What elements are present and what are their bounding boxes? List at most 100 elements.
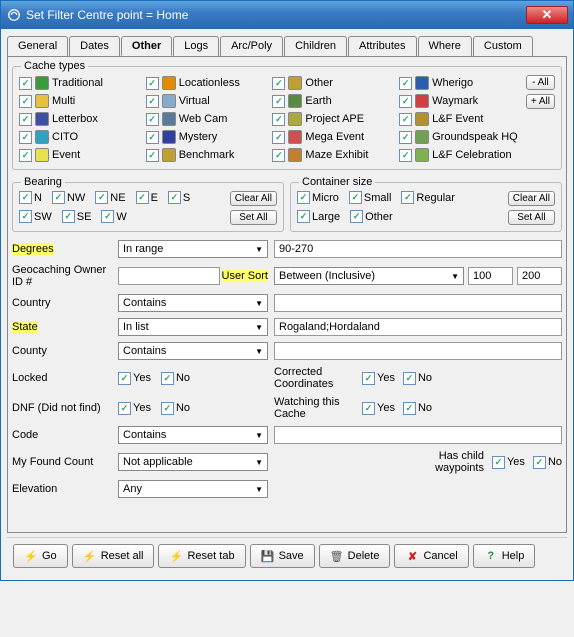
cache-type-letterbox[interactable]: Letterbox (19, 111, 142, 127)
cache-type-mystery[interactable]: Mystery (146, 129, 269, 145)
checkbox[interactable] (19, 131, 32, 144)
code-input[interactable] (274, 426, 562, 444)
plus-all-button[interactable]: + All (526, 94, 555, 109)
reset-all-button[interactable]: ⚡Reset all (72, 544, 155, 568)
size-regular[interactable]: Regular (401, 191, 455, 204)
checkbox[interactable] (272, 113, 285, 126)
cancel-button[interactable]: ✘Cancel (394, 544, 468, 568)
checkbox[interactable] (95, 191, 108, 204)
elevation-mode-select[interactable]: Any▼ (118, 480, 268, 498)
owner-id-input[interactable] (118, 267, 220, 285)
checkbox[interactable] (19, 210, 32, 223)
bearing-sw[interactable]: SW (19, 210, 52, 223)
checkbox[interactable] (297, 191, 310, 204)
size-small[interactable]: Small (349, 191, 392, 204)
tab-attributes[interactable]: Attributes (348, 36, 416, 56)
county-input[interactable] (274, 342, 562, 360)
code-mode-select[interactable]: Contains▼ (118, 426, 268, 444)
country-input[interactable] (274, 294, 562, 312)
cache-type-virtual[interactable]: Virtual (146, 93, 269, 109)
cache-type-l-f-event[interactable]: L&F Event (399, 111, 522, 127)
watching-no-checkbox[interactable] (403, 402, 416, 415)
tab-dates[interactable]: Dates (69, 36, 120, 56)
watching-yes-checkbox[interactable] (362, 402, 375, 415)
dnf-yes-checkbox[interactable] (118, 402, 131, 415)
checkbox[interactable] (101, 210, 114, 223)
tab-arc/poly[interactable]: Arc/Poly (220, 36, 283, 56)
owner-mode-select[interactable]: Between (Inclusive)▼ (274, 267, 464, 285)
checkbox[interactable] (146, 131, 159, 144)
degrees-input[interactable]: 90-270 (274, 240, 562, 258)
cache-type-locationless[interactable]: Locationless (146, 75, 269, 91)
owner-v1-input[interactable]: 100 (468, 267, 513, 285)
bearing-se[interactable]: SE (62, 210, 92, 223)
size-micro[interactable]: Micro (297, 191, 339, 204)
tab-other[interactable]: Other (121, 36, 172, 56)
checkbox[interactable] (62, 210, 75, 223)
checkbox[interactable] (297, 210, 310, 223)
checkbox[interactable] (136, 191, 149, 204)
cache-type-l-f-celebration[interactable]: L&F Celebration (399, 147, 522, 163)
size-other[interactable]: Other (350, 210, 393, 223)
bearing-ne[interactable]: NE (95, 191, 125, 204)
bearing-clear-button[interactable]: Clear All (230, 191, 277, 206)
cache-type-multi[interactable]: Multi (19, 93, 142, 109)
checkbox[interactable] (401, 191, 414, 204)
checkbox[interactable] (146, 77, 159, 90)
checkbox[interactable] (19, 77, 32, 90)
tab-logs[interactable]: Logs (173, 36, 219, 56)
bearing-nw[interactable]: NW (52, 191, 85, 204)
go-button[interactable]: ⚡Go (13, 544, 68, 568)
checkbox[interactable] (146, 113, 159, 126)
locked-no-checkbox[interactable] (161, 372, 174, 385)
haschild-yes-checkbox[interactable] (492, 456, 505, 469)
cache-type-waymark[interactable]: Waymark (399, 93, 522, 109)
reset-tab-button[interactable]: ⚡Reset tab (158, 544, 245, 568)
corrected-yes-checkbox[interactable] (362, 372, 375, 385)
checkbox[interactable] (272, 149, 285, 162)
cache-type-benchmark[interactable]: Benchmark (146, 147, 269, 163)
checkbox[interactable] (272, 95, 285, 108)
size-large[interactable]: Large (297, 210, 340, 223)
cache-type-event[interactable]: Event (19, 147, 142, 163)
container-clear-button[interactable]: Clear All (508, 191, 555, 206)
locked-yes-checkbox[interactable] (118, 372, 131, 385)
tab-custom[interactable]: Custom (473, 36, 533, 56)
cache-type-maze-exhibit[interactable]: Maze Exhibit (272, 147, 395, 163)
cache-type-cito[interactable]: CITO (19, 129, 142, 145)
cache-type-project-ape[interactable]: Project APE (272, 111, 395, 127)
cache-type-traditional[interactable]: Traditional (19, 75, 142, 91)
delete-button[interactable]: 🗑Delete (319, 544, 391, 568)
checkbox[interactable] (146, 149, 159, 162)
checkbox[interactable] (399, 113, 412, 126)
bearing-n[interactable]: N (19, 191, 42, 204)
cache-type-earth[interactable]: Earth (272, 93, 395, 109)
bearing-e[interactable]: E (136, 191, 158, 204)
cache-type-groundspeak-hq[interactable]: Groundspeak HQ (399, 129, 522, 145)
checkbox[interactable] (350, 210, 363, 223)
checkbox[interactable] (399, 95, 412, 108)
bearing-s[interactable]: S (168, 191, 190, 204)
checkbox[interactable] (19, 95, 32, 108)
minus-all-button[interactable]: - All (526, 75, 555, 90)
checkbox[interactable] (146, 95, 159, 108)
checkbox[interactable] (19, 113, 32, 126)
save-button[interactable]: 💾Save (250, 544, 315, 568)
bearing-w[interactable]: W (101, 210, 126, 223)
checkbox[interactable] (272, 77, 285, 90)
tab-general[interactable]: General (7, 36, 68, 56)
close-button[interactable]: ✕ (526, 6, 568, 24)
checkbox[interactable] (399, 77, 412, 90)
degrees-mode-select[interactable]: In range▼ (118, 240, 268, 258)
checkbox[interactable] (19, 191, 32, 204)
checkbox[interactable] (272, 131, 285, 144)
cache-type-wherigo[interactable]: Wherigo (399, 75, 522, 91)
tab-where[interactable]: Where (418, 36, 472, 56)
haschild-no-checkbox[interactable] (533, 456, 546, 469)
checkbox[interactable] (52, 191, 65, 204)
checkbox[interactable] (168, 191, 181, 204)
county-mode-select[interactable]: Contains▼ (118, 342, 268, 360)
dnf-no-checkbox[interactable] (161, 402, 174, 415)
checkbox[interactable] (399, 131, 412, 144)
checkbox[interactable] (19, 149, 32, 162)
